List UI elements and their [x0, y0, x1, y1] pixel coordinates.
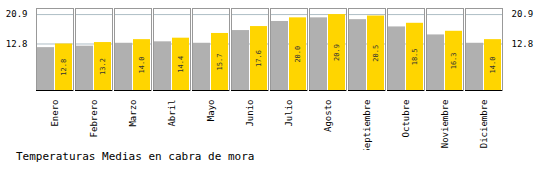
html-text:Temperaturas Medias en cabra d: Temperaturas Medias en cabra de mora — [16, 150, 255, 163]
svg-text:12.8: 12.8 — [512, 39, 534, 49]
svg-text:Enero: Enero — [50, 100, 60, 127]
svg-text:Junio: Junio — [245, 100, 255, 127]
svg-text:17.6: 17.6 — [255, 50, 263, 67]
svg-text:18.5: 18.5 — [411, 48, 419, 65]
svg-text:12.8: 12.8 — [6, 39, 28, 49]
svg-text:12.8: 12.8 — [60, 59, 68, 76]
svg-text:13.2: 13.2 — [99, 58, 107, 75]
svg-text:Diciembre: Diciembre — [479, 100, 489, 149]
svg-text:Mayo: Mayo — [206, 100, 216, 122]
svg-text:20.9: 20.9 — [333, 44, 341, 61]
svg-text:Marzo: Marzo — [128, 100, 138, 127]
svg-text:Octubre: Octubre — [401, 100, 411, 138]
svg-text:20.5: 20.5 — [372, 45, 380, 62]
svg-text:14.0: 14.0 — [138, 57, 146, 74]
svg-text:15.7: 15.7 — [216, 54, 224, 71]
svg-text:Abril: Abril — [167, 100, 177, 127]
svg-text:14.4: 14.4 — [177, 56, 185, 73]
svg-text:Julio: Julio — [284, 100, 294, 127]
svg-text:20.9: 20.9 — [512, 9, 534, 19]
svg-text:20.0: 20.0 — [294, 46, 302, 63]
svg-text:Noviembre: Noviembre — [440, 100, 450, 149]
svg-text:20.9: 20.9 — [6, 9, 28, 19]
svg-text:Febrero: Febrero — [89, 100, 99, 138]
svg-text:16.3: 16.3 — [450, 52, 458, 69]
svg-text:Septiembre: Septiembre — [362, 100, 372, 151]
svg-text:Agosto: Agosto — [323, 100, 333, 133]
svg-text:14.0: 14.0 — [489, 57, 497, 74]
